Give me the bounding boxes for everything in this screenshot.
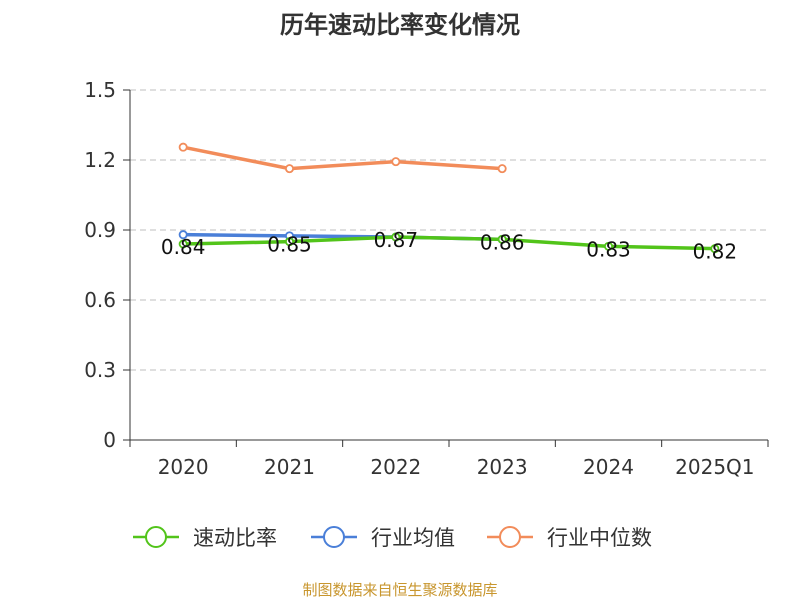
data-label: 0.84 (161, 235, 206, 259)
legend-label: 行业中位数 (547, 526, 652, 550)
y-tick-label: 0.3 (84, 358, 116, 382)
data-label: 0.85 (267, 233, 312, 257)
series-point-2 (391, 157, 401, 167)
y-tick-label: 0.6 (84, 288, 116, 312)
x-tick-label: 2022 (370, 455, 421, 479)
data-label: 0.87 (374, 228, 419, 252)
legend-item-2: 行业中位数 (487, 526, 652, 550)
data-label: 0.82 (693, 240, 738, 264)
legend-marker (323, 526, 345, 548)
y-tick-label: 0.9 (84, 218, 116, 242)
series-line-0 (181, 235, 717, 251)
legend-item-1: 行业均值 (311, 526, 455, 550)
chart-title: 历年速动比率变化情况 (280, 11, 520, 39)
series-point-0 (710, 244, 720, 254)
legend-marker (145, 526, 167, 548)
series-point-0 (497, 234, 507, 244)
series-lines (178, 142, 720, 254)
series-point-0 (284, 237, 294, 247)
x-tick-label: 2025Q1 (675, 455, 754, 479)
series-point-0 (391, 232, 401, 242)
data-label: 0.86 (480, 230, 525, 254)
legend: 速动比率 行业均值 行业中位数 (133, 526, 652, 550)
series-point-2 (178, 142, 188, 152)
legend-item-0: 速动比率 (133, 526, 277, 550)
series-point-0 (604, 241, 614, 251)
legend-label: 速动比率 (193, 526, 277, 550)
series-point-2 (284, 164, 294, 174)
x-tick-label: 2020 (158, 455, 209, 479)
series-point-2 (497, 164, 507, 174)
axes: 0 0.3 0.6 0.9 1.2 1.5 2020 2021 2022 2023 2024 2025… (84, 78, 769, 479)
legend-marker (499, 526, 521, 548)
y-tick-label: 1.5 (84, 78, 116, 102)
y-tick-label: 0 (103, 428, 116, 452)
x-tick-label: 2023 (477, 455, 528, 479)
grid-lines (130, 89, 768, 371)
source-note: 制图数据来自恒生聚源数据库 (302, 581, 497, 599)
legend-label: 行业均值 (371, 526, 455, 550)
series-point-0 (178, 239, 188, 249)
data-label: 0.83 (586, 237, 631, 261)
data-labels: 0.84 0.85 0.87 0.86 0.83 0.82 (161, 228, 737, 264)
series-line-2 (181, 145, 504, 171)
x-tick-label: 2024 (583, 455, 634, 479)
x-tick-label: 2021 (264, 455, 315, 479)
series-point-1 (178, 230, 188, 240)
y-tick-label: 1.2 (84, 148, 116, 172)
